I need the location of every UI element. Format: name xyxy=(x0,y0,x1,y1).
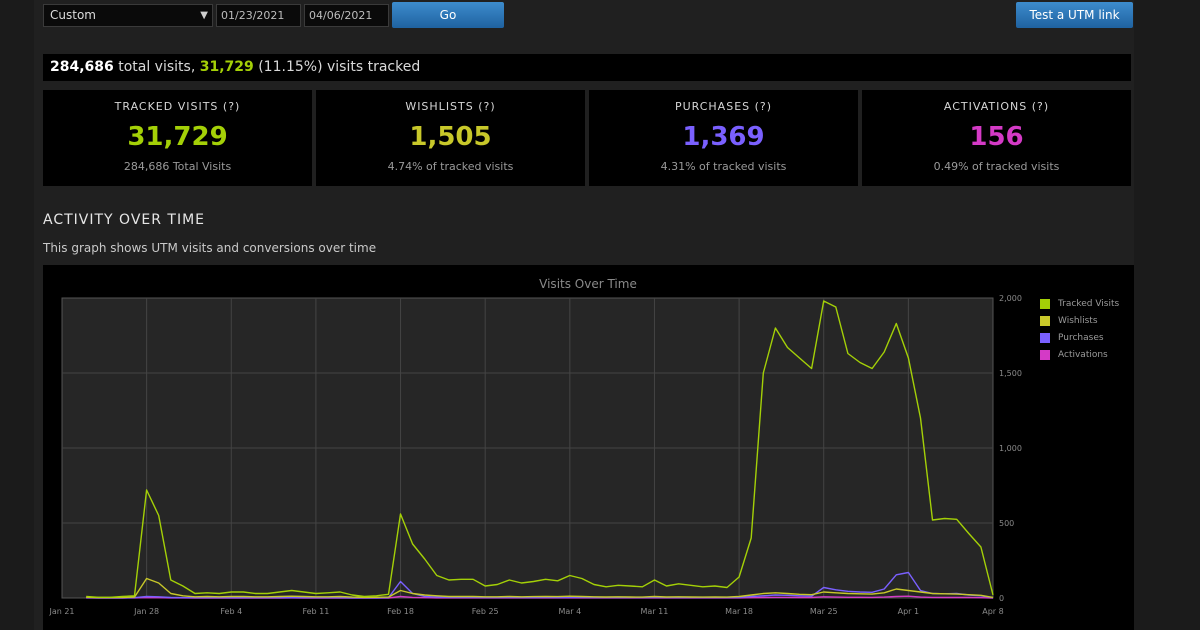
legend-label: Activations xyxy=(1058,350,1108,360)
chart-grid xyxy=(61,297,994,599)
stat-card-title[interactable]: TRACKED VISITS (?) xyxy=(114,100,241,113)
legend-swatch xyxy=(1040,316,1050,326)
y-tick-label: 500 xyxy=(999,519,1014,528)
x-tick-label: Feb 18 xyxy=(387,607,414,616)
stat-card-subtext: 4.31% of tracked visits xyxy=(660,160,787,173)
section-title: ACTIVITY OVER TIME xyxy=(43,212,206,228)
stat-card-value: 1,369 xyxy=(682,122,765,152)
y-tick-label: 2,000 xyxy=(999,294,1022,303)
chart-lines xyxy=(86,300,994,599)
end-date-input[interactable]: 04/06/2021 xyxy=(304,4,389,27)
series-line-tracked-visits xyxy=(86,300,994,598)
x-tick-label: Feb 11 xyxy=(302,607,329,616)
chevron-down-icon: ▼ xyxy=(200,10,208,21)
stat-card-title[interactable]: PURCHASES (?) xyxy=(674,100,773,113)
stat-card-subtext: 284,686 Total Visits xyxy=(123,160,232,173)
stat-card-subtext: 4.74% of tracked visits xyxy=(387,160,514,173)
tracked-percent: (11.15%) xyxy=(258,59,323,75)
legend-item-purchases[interactable]: Purchases xyxy=(1040,332,1119,349)
x-tick-label: Mar 18 xyxy=(725,607,753,616)
stat-card-title[interactable]: WISHLISTS (?) xyxy=(405,100,496,113)
stat-card-title[interactable]: ACTIVATIONS (?) xyxy=(943,100,1050,113)
x-tick-label: Jan 28 xyxy=(133,607,159,616)
stat-card-activations: ACTIVATIONS (?) 156 0.49% of tracked vis… xyxy=(862,90,1131,186)
legend-swatch xyxy=(1040,350,1050,360)
x-tick-label: Apr 8 xyxy=(982,607,1003,616)
legend-label: Tracked Visits xyxy=(1058,299,1120,309)
stat-card-wishlists: WISHLISTS (?) 1,505 4.74% of tracked vis… xyxy=(316,90,585,186)
tracked-visits-count: 31,729 xyxy=(199,59,254,75)
total-visits-count: 284,686 xyxy=(50,59,114,75)
stat-card-value: 156 xyxy=(969,122,1024,152)
y-tick-label: 0 xyxy=(999,594,1004,603)
x-tick-label: Apr 1 xyxy=(898,607,919,616)
date-range-select[interactable]: Custom ▼ xyxy=(43,4,213,27)
stat-card-value: 31,729 xyxy=(127,122,228,152)
section-description: This graph shows UTM visits and conversi… xyxy=(43,241,377,255)
y-tick-label: 1,000 xyxy=(999,444,1022,453)
x-tick-label: Feb 4 xyxy=(220,607,242,616)
start-date-input[interactable]: 01/23/2021 xyxy=(216,4,301,27)
x-tick-label: Mar 25 xyxy=(810,607,838,616)
stat-card-purchases: PURCHASES (?) 1,369 4.31% of tracked vis… xyxy=(589,90,858,186)
legend-item-wishlists[interactable]: Wishlists xyxy=(1040,315,1119,332)
x-tick-label: Mar 11 xyxy=(641,607,669,616)
chart-axes: 0 500 1,000 1,500 2,000 Jan 21 Jan 28 Feb 4 Feb … xyxy=(48,294,1021,616)
series-line-wishlists xyxy=(86,577,994,599)
legend-swatch xyxy=(1040,299,1050,309)
go-button[interactable]: Go xyxy=(392,2,504,28)
visits-summary: 284,686 total visits, 31,729 (11.15%) vi… xyxy=(43,54,1131,81)
stat-card-subtext: 0.49% of tracked visits xyxy=(933,160,1060,173)
stat-card-value: 1,505 xyxy=(409,122,492,152)
x-tick-label: Jan 21 xyxy=(48,607,74,616)
x-tick-label: Mar 4 xyxy=(558,607,581,616)
tracked-visits-text: visits tracked xyxy=(326,59,421,75)
legend-label: Purchases xyxy=(1058,333,1104,343)
legend-item-activations[interactable]: Activations xyxy=(1040,349,1119,366)
y-tick-label: 1,500 xyxy=(999,369,1022,378)
test-utm-link-button[interactable]: Test a UTM link xyxy=(1016,2,1133,28)
legend-label: Wishlists xyxy=(1058,316,1098,326)
chart-legend: Tracked Visits Wishlists Purchases Activ… xyxy=(1040,298,1119,366)
total-visits-text: total visits, xyxy=(118,59,196,75)
chart-title: Visits Over Time xyxy=(539,277,637,291)
x-tick-label: Feb 25 xyxy=(472,607,499,616)
stat-card-tracked-visits: TRACKED VISITS (?) 31,729 284,686 Total … xyxy=(43,90,312,186)
legend-swatch xyxy=(1040,333,1050,343)
series-line-purchases xyxy=(86,571,994,599)
date-range-value: Custom xyxy=(50,8,96,22)
legend-item-tracked-visits[interactable]: Tracked Visits xyxy=(1040,298,1119,315)
